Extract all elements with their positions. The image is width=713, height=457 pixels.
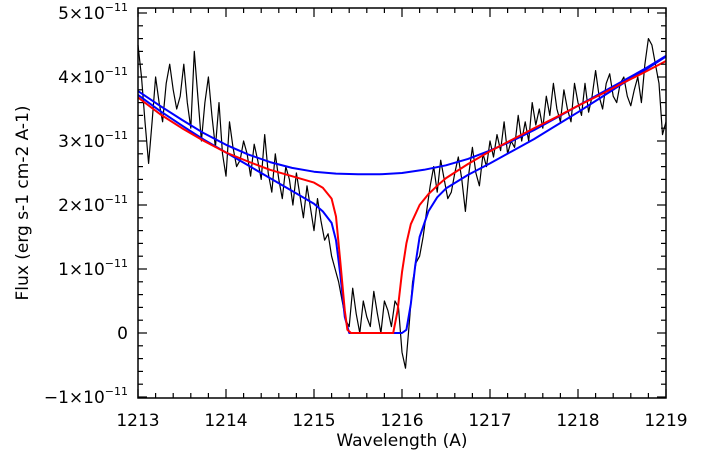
x-tick-label: 1214 (204, 411, 247, 431)
x-tick-label: 1218 (556, 411, 599, 431)
tick-layer: 1213 1214 1215 1216 1217 1218 1219 −1×10−11 0 1×1… (44, 1, 688, 431)
y-tick-label: 5×10−11 (58, 1, 128, 24)
x-axis-label: Wavelength (A) (336, 431, 467, 451)
series-layer (137, 37, 667, 369)
x-tick-label: 1215 (292, 411, 335, 431)
x-tick-label: 1216 (380, 411, 423, 431)
y-tick-label: 3×10−11 (58, 129, 128, 152)
y-tick-label: −1×10−11 (44, 385, 128, 408)
y-tick-label: 4×10−11 (58, 65, 128, 88)
series-line-1 (137, 37, 667, 369)
series-line-4 (137, 60, 667, 334)
y-axis-label: Flux (erg s-1 cm-2 A-1) (13, 105, 33, 300)
x-tick-label: 1213 (116, 411, 159, 431)
y-tick-label: 0 (117, 324, 128, 344)
y-tick-label: 2×10−11 (58, 193, 128, 216)
y-tick-label: 1×10−11 (58, 257, 128, 280)
x-tick-label: 1217 (468, 411, 511, 431)
x-tick-label: 1219 (644, 411, 687, 431)
